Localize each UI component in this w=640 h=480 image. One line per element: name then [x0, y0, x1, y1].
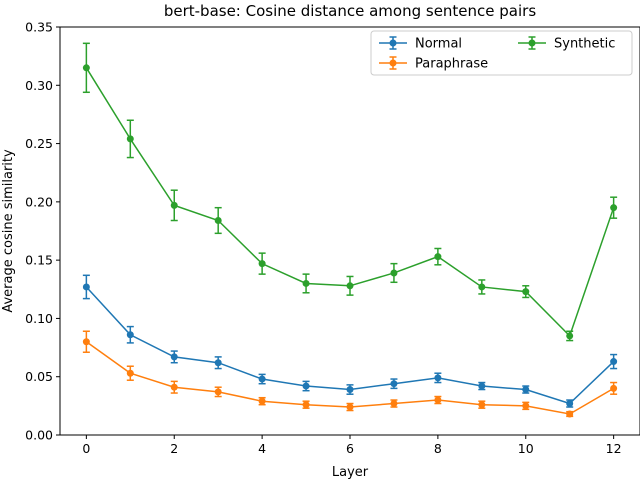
y-tick-label: 0.25 [25, 136, 53, 151]
y-tick-label: 0.15 [25, 253, 53, 268]
legend-marker [389, 59, 397, 67]
y-tick-label: 0.00 [25, 428, 53, 443]
data-point [522, 288, 530, 296]
data-point [170, 201, 178, 209]
x-axis-label: Layer [332, 465, 369, 480]
data-point [258, 397, 266, 405]
data-point [566, 400, 574, 408]
data-point [610, 358, 618, 366]
data-point [390, 400, 398, 408]
legend-label: Paraphrase [415, 57, 488, 72]
chart-title: bert-base: Cosine distance among sentenc… [164, 2, 536, 20]
data-point [126, 369, 134, 377]
data-point [566, 332, 574, 340]
data-point [478, 283, 486, 291]
x-tick-label: 0 [82, 441, 90, 456]
data-point [126, 135, 134, 143]
legend: Normal Paraphrase Synthetic [370, 30, 633, 76]
y-axis-label: Average cosine similarity [1, 149, 16, 313]
legend-label: Normal [415, 37, 462, 52]
data-point [390, 269, 398, 277]
x-tick-label: 2 [170, 441, 178, 456]
data-point [170, 353, 178, 361]
data-point [390, 380, 398, 388]
data-point [214, 217, 222, 225]
data-point [434, 374, 442, 382]
y-tick-label: 0.05 [25, 369, 53, 384]
data-point [434, 253, 442, 261]
data-point [434, 396, 442, 404]
y-tick-label: 0.35 [25, 20, 53, 35]
data-point [346, 403, 354, 411]
data-point [478, 401, 486, 409]
data-point [302, 401, 310, 409]
data-point [522, 386, 530, 394]
series-synthetic [82, 42, 618, 342]
legend-item-normal: Normal [379, 36, 462, 52]
x-tick-label: 4 [258, 441, 266, 456]
x-tick-label: 6 [346, 441, 354, 456]
data-point [478, 382, 486, 390]
axis-ticks: 0 2 4 6 8 10 12 0.00 0.05 0.10 0.15 0.20 0.25 0.30 0.3… [25, 20, 621, 457]
data-point [82, 283, 90, 291]
data-point [346, 386, 354, 394]
legend-item-synthetic: Synthetic [518, 36, 615, 52]
legend-label: Synthetic [554, 37, 615, 52]
data-point [566, 410, 574, 418]
y-tick-label: 0.20 [25, 194, 53, 209]
y-tick-label: 0.30 [25, 78, 53, 93]
x-tick-label: 12 [606, 441, 622, 456]
plot-area [82, 42, 618, 418]
data-point [214, 388, 222, 396]
data-point [610, 384, 618, 392]
legend-box [370, 30, 633, 76]
y-tick-label: 0.10 [25, 311, 53, 326]
data-point [258, 260, 266, 268]
legend-marker [528, 39, 536, 47]
data-point [302, 382, 310, 390]
data-point [82, 64, 90, 72]
x-tick-label: 8 [434, 441, 442, 456]
legend-marker [389, 39, 397, 47]
data-point [126, 331, 134, 339]
data-point [522, 402, 530, 410]
data-point [170, 383, 178, 391]
data-point [82, 338, 90, 346]
data-point [346, 282, 354, 290]
x-tick-label: 10 [518, 441, 534, 456]
data-point [258, 375, 266, 383]
data-point [302, 279, 310, 287]
series-normal [82, 274, 618, 408]
data-point [610, 204, 618, 212]
data-point [214, 359, 222, 367]
legend-item-paraphrase: Paraphrase [379, 56, 488, 72]
series-paraphrase [82, 330, 618, 418]
